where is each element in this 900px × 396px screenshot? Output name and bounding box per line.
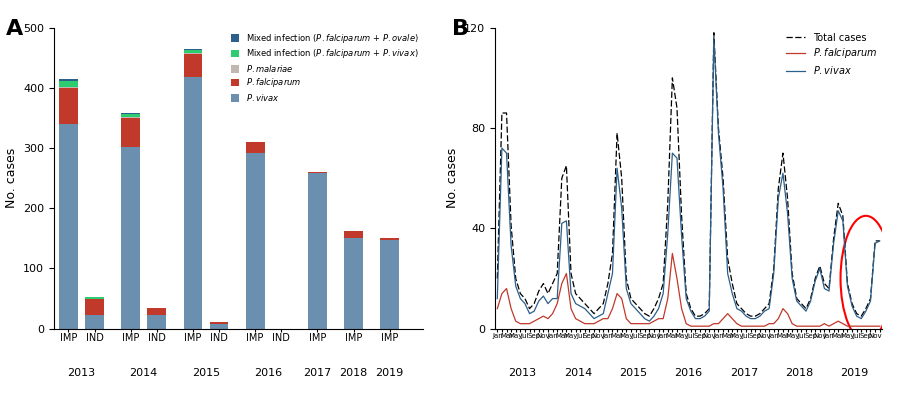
Text: 2018: 2018 bbox=[339, 367, 368, 377]
Bar bbox=[86, 297, 104, 299]
Bar bbox=[122, 117, 140, 118]
Bar bbox=[381, 238, 399, 240]
Bar bbox=[246, 153, 265, 329]
Bar bbox=[122, 114, 140, 117]
Total cases bbox=[708, 30, 719, 35]
Bar bbox=[184, 54, 202, 77]
Bar bbox=[246, 142, 265, 153]
$P. falciparum$ bbox=[667, 251, 678, 256]
Bar bbox=[59, 81, 78, 87]
Y-axis label: No. cases: No. cases bbox=[446, 148, 459, 208]
Text: 2018: 2018 bbox=[785, 367, 814, 377]
Text: 2019: 2019 bbox=[375, 367, 404, 377]
$P. falciparum$ bbox=[686, 324, 697, 329]
$P. falciparum$ bbox=[497, 291, 508, 296]
Y-axis label: No. cases: No. cases bbox=[4, 148, 18, 208]
$P. falciparum$ bbox=[515, 321, 526, 326]
$P. vivax$ bbox=[497, 146, 508, 150]
Text: 2015: 2015 bbox=[619, 367, 647, 377]
Text: B: B bbox=[453, 19, 470, 39]
$P. vivax$ bbox=[874, 238, 885, 243]
$P. vivax$ bbox=[708, 35, 719, 40]
Bar bbox=[148, 308, 166, 316]
$P. vivax$ bbox=[667, 151, 678, 156]
Total cases bbox=[492, 276, 503, 281]
Bar bbox=[59, 88, 78, 124]
Line: Total cases: Total cases bbox=[498, 33, 879, 316]
Bar bbox=[210, 322, 229, 324]
Total cases bbox=[515, 291, 526, 296]
Text: A: A bbox=[6, 19, 23, 39]
Text: 2013: 2013 bbox=[508, 367, 536, 377]
$P. vivax$ bbox=[515, 296, 526, 301]
Bar bbox=[184, 53, 202, 54]
Text: 2017: 2017 bbox=[730, 367, 758, 377]
Text: 2013: 2013 bbox=[68, 367, 95, 377]
Bar bbox=[59, 124, 78, 329]
Bar bbox=[344, 238, 363, 329]
Text: 2014: 2014 bbox=[563, 367, 592, 377]
Bar bbox=[381, 240, 399, 329]
$P. vivax$ bbox=[686, 309, 697, 314]
Text: 2017: 2017 bbox=[303, 367, 331, 377]
Line: $P. falciparum$: $P. falciparum$ bbox=[498, 253, 879, 326]
Text: 2016: 2016 bbox=[674, 367, 703, 377]
Bar bbox=[59, 80, 78, 81]
Text: 2019: 2019 bbox=[841, 367, 868, 377]
Total cases bbox=[791, 296, 802, 301]
Legend: Total cases, $P. falciparum$, $P. vivax$: Total cases, $P. falciparum$, $P. vivax$ bbox=[786, 32, 878, 76]
$P. falciparum$ bbox=[810, 324, 821, 329]
$P. vivax$ bbox=[492, 296, 503, 301]
Bar bbox=[122, 147, 140, 329]
$P. falciparum$ bbox=[874, 324, 885, 329]
Bar bbox=[59, 87, 78, 88]
Bar bbox=[308, 173, 327, 329]
$P. falciparum$ bbox=[492, 306, 503, 311]
Bar bbox=[86, 316, 104, 329]
Bar bbox=[210, 324, 229, 329]
$P. vivax$ bbox=[791, 299, 802, 303]
Bar bbox=[184, 77, 202, 329]
Bar bbox=[148, 316, 166, 329]
Total cases bbox=[810, 276, 821, 281]
$P. falciparum$ bbox=[791, 324, 802, 329]
Total cases bbox=[686, 306, 697, 311]
Total cases bbox=[497, 110, 508, 115]
Line: $P. vivax$: $P. vivax$ bbox=[498, 38, 879, 321]
Bar bbox=[184, 49, 202, 50]
Text: 2016: 2016 bbox=[254, 367, 283, 377]
Bar bbox=[86, 299, 104, 316]
Bar bbox=[308, 171, 327, 173]
$P. falciparum$ bbox=[662, 296, 673, 301]
$P. vivax$ bbox=[644, 319, 654, 324]
Text: 2015: 2015 bbox=[192, 367, 220, 377]
Bar bbox=[344, 231, 363, 238]
Bar bbox=[184, 50, 202, 53]
Text: 2014: 2014 bbox=[130, 367, 158, 377]
Bar bbox=[122, 118, 140, 147]
Bar bbox=[122, 112, 140, 114]
$P. falciparum$ bbox=[690, 324, 701, 329]
$P. vivax$ bbox=[810, 279, 821, 284]
Total cases bbox=[874, 238, 885, 243]
Total cases bbox=[644, 314, 654, 318]
Legend: Mixed infection ($P.falciparum$ + $P. ovale$), Mixed infection ($P.falciparum$ +: Mixed infection ($P.falciparum$ + $P. ov… bbox=[231, 32, 418, 103]
Total cases bbox=[667, 76, 678, 80]
